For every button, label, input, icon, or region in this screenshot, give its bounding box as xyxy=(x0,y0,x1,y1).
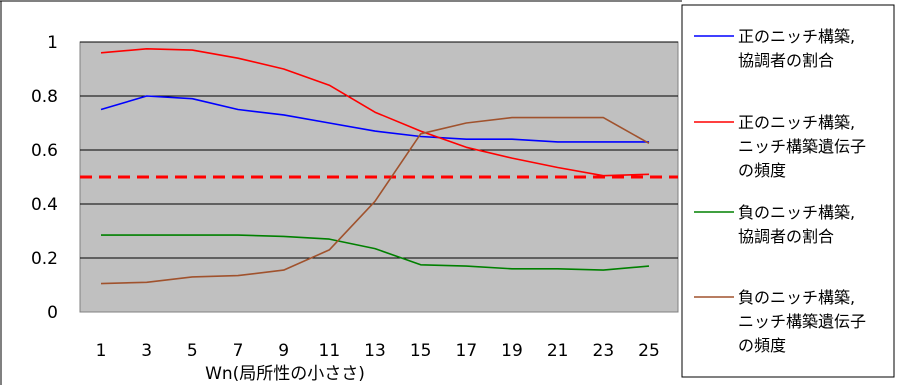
legend-item: 正のニッチ構築, 協調者の割合 xyxy=(694,27,855,70)
gridlines xyxy=(80,41,678,259)
series-lines xyxy=(100,47,650,285)
legend-label: 協調者の割合 xyxy=(738,227,834,246)
x-axis: 1 3 5 7 9 11 13 15 17 19 21 23 25 xyxy=(96,341,660,361)
x-tick-label: 23 xyxy=(593,341,615,361)
legend-box xyxy=(681,4,895,378)
legend-label: ニッチ構築遺伝子 xyxy=(738,137,866,156)
legend-label: 協調者の割合 xyxy=(738,51,834,70)
legend-label: ニッチ構築遺伝子 xyxy=(738,312,866,331)
x-tick-label: 11 xyxy=(319,341,341,361)
legend-label: の頻度 xyxy=(738,161,786,180)
y-axis: 0 0.2 0.4 0.6 0.8 1 xyxy=(31,33,58,323)
x-tick-label: 13 xyxy=(364,341,386,361)
legend-label: 負のニッチ構築, xyxy=(738,203,855,222)
y-tick-label: 1 xyxy=(47,33,58,53)
y-tick-label: 0.2 xyxy=(31,249,58,269)
x-tick-label: 7 xyxy=(233,341,244,361)
legend-label: の頻度 xyxy=(738,336,786,355)
chart-frame xyxy=(0,0,682,385)
x-tick-label: 3 xyxy=(141,341,152,361)
x-tick-label: 15 xyxy=(410,341,432,361)
plot-background xyxy=(79,41,679,313)
y-tick-label: 0.8 xyxy=(31,87,58,107)
x-tick-label: 5 xyxy=(187,341,198,361)
y-tick-label: 0.4 xyxy=(31,195,58,215)
x-tick-label: 17 xyxy=(456,341,478,361)
y-tick-label: 0 xyxy=(47,303,58,323)
legend-label: 負のニッチ構築, xyxy=(738,288,855,307)
legend-label: 正のニッチ構築, xyxy=(738,27,855,46)
x-tick-label: 21 xyxy=(547,341,569,361)
x-tick-label: 25 xyxy=(638,341,660,361)
series-line-4 xyxy=(100,116,650,285)
series-line-2 xyxy=(100,47,650,177)
series-line-1 xyxy=(100,95,649,143)
plot-area xyxy=(79,41,679,313)
x-tick-label: 1 xyxy=(96,341,107,361)
y-tick-label: 0.6 xyxy=(31,141,58,161)
legend-label: 正のニッチ構築, xyxy=(738,113,855,132)
legend-item: 負のニッチ構築, 協調者の割合 xyxy=(694,203,855,246)
x-tick-label: 19 xyxy=(501,341,523,361)
x-tick-label: 9 xyxy=(278,341,289,361)
x-axis-title: Wn(局所性の小ささ) xyxy=(205,364,365,384)
legend: 正のニッチ構築,協調者の割合正のニッチ構築,ニッチ構築遺伝子の頻度負のニッチ構築… xyxy=(681,4,895,378)
series-line-3 xyxy=(101,234,650,271)
